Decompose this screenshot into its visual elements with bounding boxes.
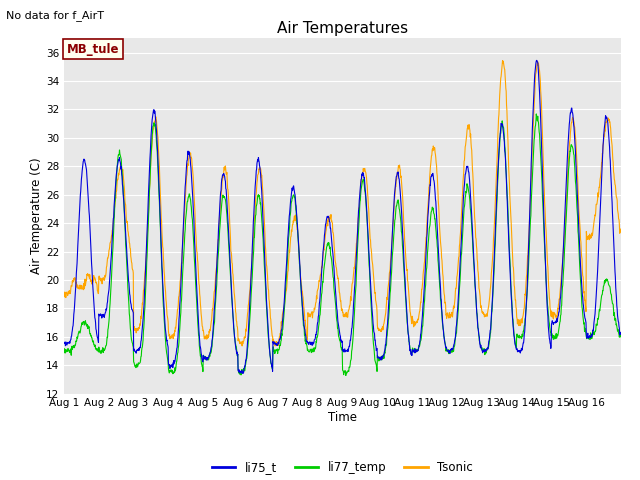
- Text: MB_tule: MB_tule: [67, 43, 119, 56]
- Legend: li75_t, li77_temp, Tsonic: li75_t, li77_temp, Tsonic: [207, 456, 477, 479]
- Title: Air Temperatures: Air Temperatures: [277, 21, 408, 36]
- Text: No data for f_AirT: No data for f_AirT: [6, 10, 104, 21]
- Y-axis label: Air Temperature (C): Air Temperature (C): [30, 158, 43, 274]
- X-axis label: Time: Time: [328, 411, 357, 424]
